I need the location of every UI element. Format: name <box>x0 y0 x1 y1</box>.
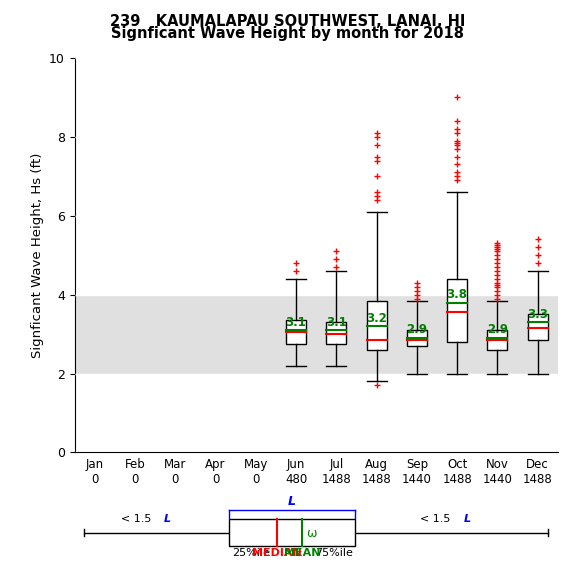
Text: 75%ile: 75%ile <box>315 548 352 557</box>
Bar <box>447 279 467 342</box>
Text: 3.1: 3.1 <box>326 316 347 328</box>
Text: 25%ile: 25%ile <box>232 548 270 557</box>
Bar <box>75 295 558 374</box>
Text: < 1.5: < 1.5 <box>121 514 155 524</box>
Text: 3.3: 3.3 <box>527 307 548 321</box>
Y-axis label: Signficant Wave Height, Hs (ft): Signficant Wave Height, Hs (ft) <box>30 153 44 358</box>
Text: L: L <box>288 495 296 508</box>
Bar <box>367 300 386 350</box>
Text: MEAN: MEAN <box>284 548 320 557</box>
Text: 2.9: 2.9 <box>407 324 427 336</box>
Text: 3.1: 3.1 <box>286 316 306 328</box>
Text: 2.9: 2.9 <box>487 324 508 336</box>
Text: 239   KAUMALAPAU SOUTHWEST, LANAI, HI: 239 KAUMALAPAU SOUTHWEST, LANAI, HI <box>110 14 465 30</box>
Text: MEDIAN: MEDIAN <box>252 548 302 557</box>
Text: 3.8: 3.8 <box>447 288 467 301</box>
Bar <box>229 520 355 546</box>
Text: L: L <box>463 514 471 524</box>
Text: 3.2: 3.2 <box>366 311 387 325</box>
Bar <box>327 322 346 344</box>
Text: < 1.5: < 1.5 <box>420 514 454 524</box>
Text: Signficant Wave Height by month for 2018: Signficant Wave Height by month for 2018 <box>111 26 464 41</box>
Bar <box>286 320 306 344</box>
Bar <box>528 314 547 340</box>
Bar <box>488 330 508 350</box>
Text: L: L <box>164 514 171 524</box>
Text: ω: ω <box>306 527 316 540</box>
Bar <box>407 330 427 346</box>
